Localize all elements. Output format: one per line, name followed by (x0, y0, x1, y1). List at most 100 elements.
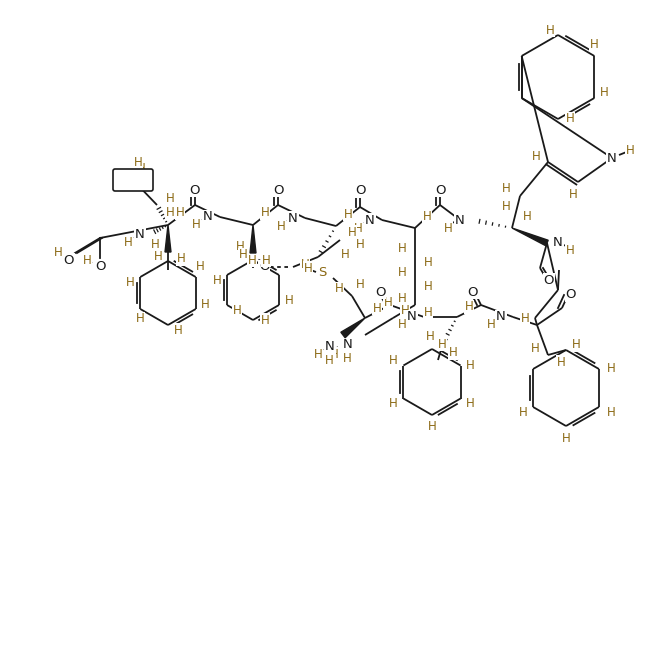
Text: H: H (343, 351, 351, 364)
Text: H: H (175, 206, 185, 219)
Text: H: H (625, 144, 634, 158)
Text: H: H (568, 188, 578, 202)
Text: H: H (124, 237, 132, 250)
Text: H: H (501, 200, 511, 212)
Text: H: H (389, 397, 398, 410)
Text: O: O (95, 260, 106, 273)
Text: H: H (532, 150, 540, 163)
Text: H: H (212, 273, 221, 287)
Text: H: H (201, 297, 210, 310)
Text: H: H (546, 24, 554, 36)
Text: H: H (192, 219, 201, 231)
Text: H: H (335, 283, 343, 295)
Text: H: H (165, 206, 175, 219)
Text: H: H (136, 312, 145, 326)
Text: H: H (428, 420, 436, 434)
Text: H: H (424, 256, 432, 268)
Text: H: H (519, 405, 527, 418)
Text: S: S (318, 266, 326, 279)
Text: H: H (341, 248, 349, 262)
Text: H: H (356, 277, 365, 291)
Text: O: O (374, 285, 385, 299)
Text: H: H (177, 252, 185, 266)
Text: H: H (238, 248, 248, 262)
Text: H: H (151, 239, 159, 252)
Polygon shape (165, 225, 171, 252)
Text: H: H (344, 208, 353, 221)
Text: H: H (606, 362, 616, 376)
Text: H: H (590, 38, 599, 51)
Text: N: N (203, 210, 213, 223)
Text: H: H (556, 355, 565, 368)
Text: H: H (137, 161, 145, 175)
Polygon shape (341, 318, 365, 338)
Text: H: H (444, 221, 452, 235)
Text: H: H (606, 405, 616, 418)
Text: H: H (438, 337, 446, 351)
Text: H: H (301, 258, 309, 270)
Text: Abs: Abs (121, 173, 145, 186)
Text: O: O (64, 254, 74, 266)
Text: H: H (422, 210, 432, 223)
Text: H: H (426, 330, 434, 343)
Text: H: H (54, 246, 62, 260)
Text: H: H (82, 254, 92, 268)
Text: H: H (487, 318, 495, 331)
Text: N: N (607, 152, 617, 165)
Text: H: H (248, 254, 256, 266)
Text: N: N (553, 237, 563, 250)
Text: N: N (496, 310, 506, 324)
Text: O: O (435, 183, 446, 196)
Text: N: N (407, 310, 417, 324)
FancyBboxPatch shape (113, 169, 153, 191)
Text: O: O (259, 260, 269, 273)
Text: N: N (135, 229, 145, 241)
Text: H: H (466, 397, 475, 410)
Text: N: N (325, 341, 335, 353)
Text: H: H (572, 339, 580, 351)
Text: H: H (449, 347, 457, 360)
Text: H: H (566, 113, 574, 125)
Text: H: H (173, 324, 183, 337)
Text: H: H (197, 260, 205, 273)
Text: N: N (365, 214, 375, 227)
Text: H: H (424, 281, 432, 293)
Text: N: N (455, 214, 465, 227)
Text: H: H (398, 318, 406, 331)
Text: H: H (562, 432, 570, 445)
Text: H: H (325, 353, 333, 366)
Text: O: O (190, 183, 201, 196)
Text: H: H (566, 244, 574, 258)
Text: H: H (398, 266, 406, 279)
Text: H: H (466, 359, 475, 372)
Text: H: H (373, 302, 381, 314)
Text: O: O (544, 273, 554, 287)
Text: H: H (354, 221, 363, 235)
Text: H: H (261, 206, 270, 219)
Text: H: H (398, 291, 406, 304)
Text: H: H (348, 225, 357, 239)
Text: H: H (232, 304, 242, 316)
Text: H: H (126, 275, 135, 289)
Text: H: H (303, 262, 312, 275)
Text: N: N (288, 212, 298, 225)
Polygon shape (512, 228, 548, 246)
Text: H: H (424, 306, 432, 318)
Text: H: H (285, 293, 293, 306)
Text: O: O (566, 289, 576, 302)
Text: H: H (531, 341, 539, 355)
Text: H: H (329, 347, 339, 360)
Text: N: N (343, 339, 353, 351)
Polygon shape (250, 225, 256, 253)
Text: H: H (261, 314, 270, 326)
Text: H: H (465, 301, 473, 314)
Text: H: H (389, 354, 398, 367)
Text: O: O (355, 185, 365, 198)
Text: O: O (273, 183, 284, 196)
Text: O: O (467, 285, 478, 299)
Text: H: H (384, 297, 392, 310)
Text: H: H (356, 239, 365, 252)
Text: H: H (236, 239, 244, 252)
Text: H: H (400, 304, 410, 316)
Text: H: H (165, 192, 175, 204)
